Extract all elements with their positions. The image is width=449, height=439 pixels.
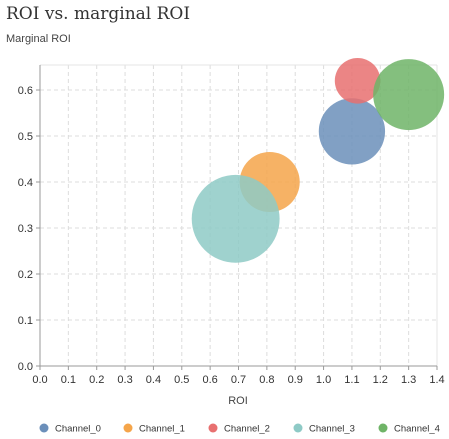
legend-label: Channel_1 <box>139 424 185 435</box>
x-tick-label: 1.1 <box>344 374 359 386</box>
x-tick-label: 1.2 <box>373 374 388 386</box>
y-tick-label: 0.2 <box>18 269 33 281</box>
chart-subtitle: Marginal ROI <box>6 33 71 45</box>
x-tick-label: 1.0 <box>316 374 331 386</box>
x-tick-label: 0.6 <box>202 374 217 386</box>
legend-swatch <box>123 423 133 433</box>
legend-swatch <box>378 423 388 433</box>
chart-title: ROI vs. marginal ROI <box>6 4 191 24</box>
legend-swatch <box>208 423 218 433</box>
axes: 0.0 0.1 0.2 0.3 0.4 0.5 0.6 0.7 0.8 0.9 1.0 1.1 1.2 1… <box>18 64 445 386</box>
legend-label: Channel_0 <box>55 424 101 435</box>
x-tick-label: 0.9 <box>288 374 303 386</box>
legend-item-channel-4[interactable]: Channel_4 <box>378 423 440 435</box>
legend-item-channel-3[interactable]: Channel_3 <box>293 423 355 435</box>
legend-item-channel-1[interactable]: Channel_1 <box>123 423 185 435</box>
x-tick-label: 1.4 <box>429 374 444 386</box>
x-tick-label: 0.8 <box>259 374 274 386</box>
legend: Channel_0 Channel_1 Channel_2 Channel_3 Chan… <box>39 423 440 435</box>
x-tick-label: 0.4 <box>146 374 161 386</box>
legend-item-channel-2[interactable]: Channel_2 <box>208 423 270 435</box>
legend-swatch <box>293 423 303 433</box>
y-tick-label: 0.3 <box>18 223 33 235</box>
y-tick-label: 0.6 <box>18 85 33 97</box>
legend-label: Channel_4 <box>394 424 440 435</box>
y-tick-label: 0.1 <box>18 315 33 327</box>
x-tick-label: 0.2 <box>89 374 104 386</box>
x-tick-label: 0.3 <box>117 374 132 386</box>
data-points <box>191 57 445 263</box>
legend-label: Channel_2 <box>224 424 270 435</box>
x-tick-label: 0.0 <box>32 374 47 386</box>
x-tick-label: 0.7 <box>231 374 246 386</box>
y-tick-label: 0.5 <box>18 131 33 143</box>
x-tick-label: 0.5 <box>174 374 189 386</box>
x-tick-label: 1.3 <box>401 374 416 386</box>
bubble-channel-3[interactable] <box>191 174 280 263</box>
x-axis-label: ROI <box>228 395 248 407</box>
y-tick-label: 0.0 <box>18 361 33 373</box>
x-tick-label: 0.1 <box>61 374 76 386</box>
legend-swatch <box>39 423 49 433</box>
bubble-channel-4[interactable] <box>373 59 445 131</box>
y-tick-label: 0.4 <box>18 177 33 189</box>
legend-item-channel-0[interactable]: Channel_0 <box>39 423 101 435</box>
legend-label: Channel_3 <box>309 424 355 435</box>
bubble-channel-2[interactable] <box>334 57 381 104</box>
bubble-channel-0[interactable] <box>318 98 386 165</box>
